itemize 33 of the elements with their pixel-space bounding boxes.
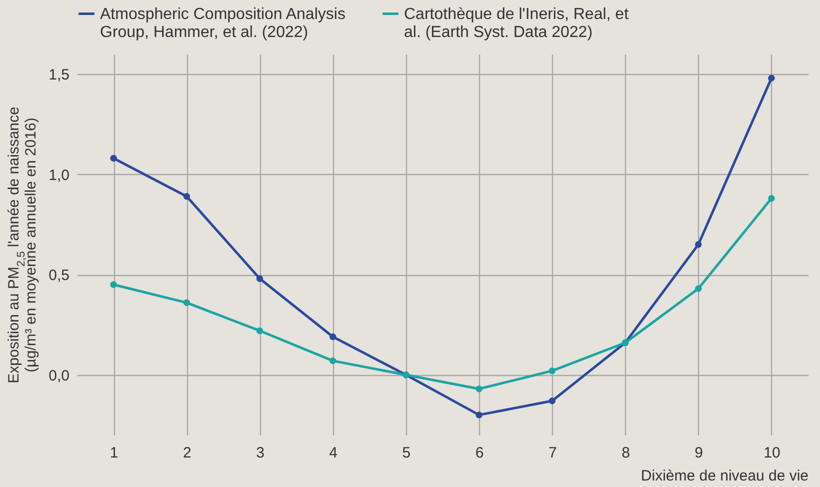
y-tick-label: 1,0 [48,166,70,184]
x-tick-label: 2 [182,444,192,462]
point [548,367,556,374]
point [110,154,117,162]
point [476,386,482,392]
x-axis-title: Dixième de niveau de vie [640,468,808,484]
x-tick-label: 7 [548,444,557,462]
point [694,285,702,292]
point [768,74,775,82]
x-tick-label: 4 [329,444,338,462]
point [256,275,264,282]
point [183,193,190,200]
x-tick-label: 1 [110,444,118,462]
point [329,357,336,364]
point [768,195,775,202]
point [329,333,336,340]
point [548,398,556,404]
point [476,412,482,418]
x-tick-label: 8 [622,444,630,462]
y-tick-label: 0,0 [48,367,70,384]
x-tick-label: 10 [764,444,780,462]
x-tick-label: 6 [475,444,484,462]
point [694,241,702,248]
x-tick-label: 5 [402,444,411,462]
y-tick-label: 0,5 [48,267,70,284]
legend-label: Cartothèque de l'Ineris, Real, et al. (Earth Syst. Data 2022) [404,6,630,41]
y-tick-label: 1,5 [48,66,70,84]
x-tick-label: 9 [694,444,704,462]
x-tick-label: 3 [256,444,264,462]
point [183,299,190,306]
point [110,281,117,288]
legend-label: Atmospheric Composition Analysis Group, Hammer, et al. (2022) [100,6,346,41]
point [256,327,264,334]
